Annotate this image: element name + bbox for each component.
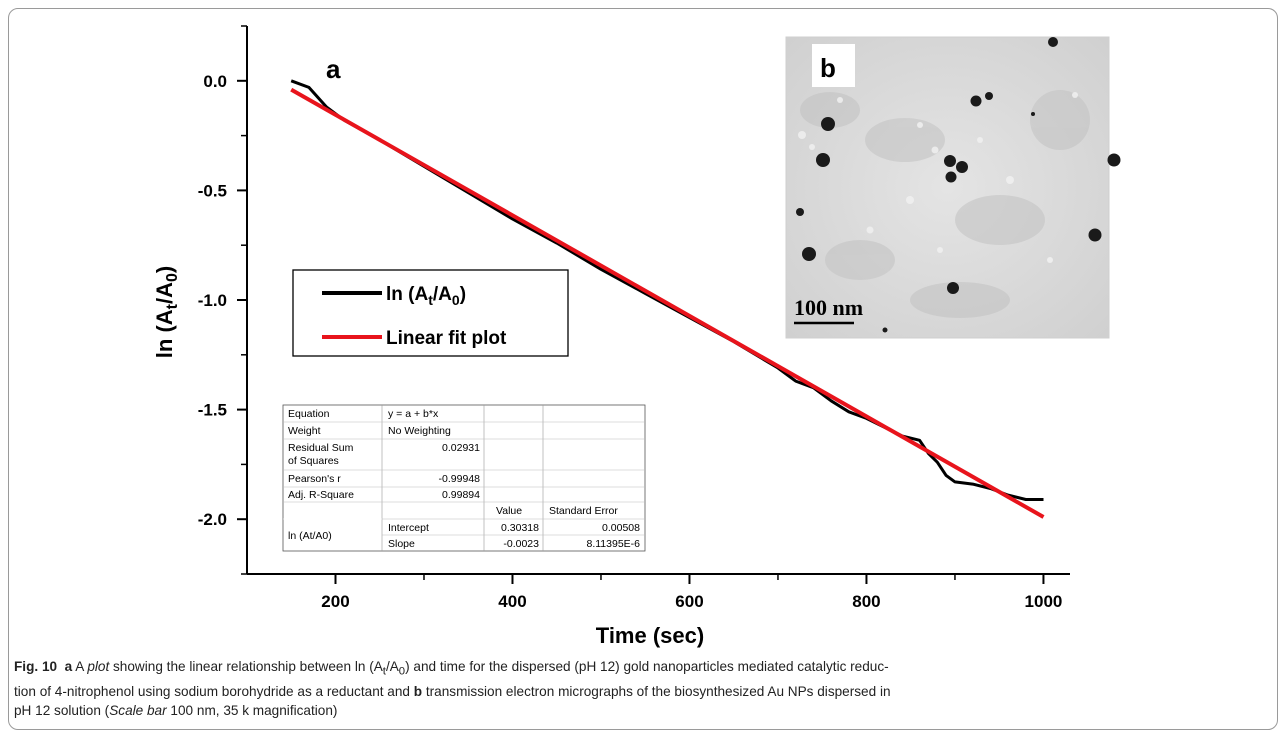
caption-text: /A [385,659,399,674]
panel-label-a: a [326,54,341,84]
table-cell: Adj. R-Square [288,489,354,501]
caption-text: tion of 4-nitrophenol using sodium boroh… [14,683,414,699]
x-tick-label: 400 [498,592,526,611]
y-tick-label: -1.0 [198,291,227,310]
legend-label-data: ln (At/A0) [386,284,466,308]
table-cell: Equation [288,408,330,420]
chart-svg: 200 400 600 800 1000 0.0 -0.5 -1.0 -1.5 -2.0 a [152,25,1121,648]
table-cell: 0.99894 [442,489,480,501]
small-bright-spots [798,92,1078,263]
fit-table: Equation y = a + b*x Weight No Weighting… [282,404,646,552]
legend-label-fit: Linear fit plot [386,328,507,349]
x-tick-label: 1000 [1025,592,1063,611]
caption-part-b: b [413,683,423,699]
table-cell: 0.02931 [442,442,480,454]
series-layer [290,79,1045,519]
x-tick-label: 200 [321,592,349,611]
table-cell: 0.00508 [602,522,640,534]
table-cell: -0.99948 [439,473,481,485]
y-tick-label: 0.0 [203,72,227,91]
table-cell: 0.30318 [501,522,539,534]
inset-label-box [812,44,855,87]
table-cell: 8.11395E-6 [586,538,640,550]
caption-text: 0 [398,665,406,678]
table-cell: -0.0023 [503,538,539,550]
caption-text: Scale bar [109,702,167,718]
caption-text: pH 12 solution ( [14,702,110,718]
caption-part-a: a [64,659,73,674]
panel-label-b: b [820,53,836,83]
caption-text: showing the linear relationship between … [109,659,383,674]
nanoparticles [796,37,1121,333]
table-cell: Intercept [388,522,429,534]
table-cell: No Weighting [388,425,451,437]
table-cell: Weight [288,425,321,437]
tem-inset: b 100 nm [785,36,1121,339]
x-axis-title: Time (sec) [596,623,704,648]
scale-bar-label: 100 nm [794,295,863,320]
series-line-fit [290,87,1045,519]
legend: ln (At/A0) Linear fit plot [292,269,569,357]
caption-fig-number: Fig. 10 [14,659,58,674]
axes: 200 400 600 800 1000 0.0 -0.5 -1.0 -1.5 -2.0 [198,25,1070,611]
tem-mottled-background [800,90,1090,318]
caption-text: plot [87,659,110,674]
table-header: Standard Error [549,505,618,517]
table-cell: Pearson's r [288,473,341,485]
table-cell: y = a + b*x [388,408,439,420]
caption-text: t [382,665,386,678]
table-header: Value [496,505,522,517]
table-cell: Slope [388,538,415,550]
figure-frame [8,8,1278,730]
figure-caption: Fig. 10 a A plot showing the linear rela… [14,657,1276,720]
y-tick-label: -1.5 [198,401,227,420]
table-cell: Residual Sum [288,442,354,454]
legend-box [292,269,569,357]
y-tick-label: -2.0 [198,510,227,529]
table-cell: of Squares [288,455,339,467]
x-tick-label: 800 [852,592,880,611]
caption-text: 100 nm, 35 k magnification) [166,702,338,718]
caption-text: A [72,659,88,674]
caption-text: transmission electron micrographs of the… [422,683,891,699]
table-cell: ln (At/A0) [288,530,332,542]
y-tick-label: -0.5 [198,181,227,200]
x-tick-label: 600 [675,592,703,611]
y-axis-title: ln (At/A0) [152,266,181,358]
caption-text: ) and time for the dispersed (pH 12) gol… [405,659,889,674]
